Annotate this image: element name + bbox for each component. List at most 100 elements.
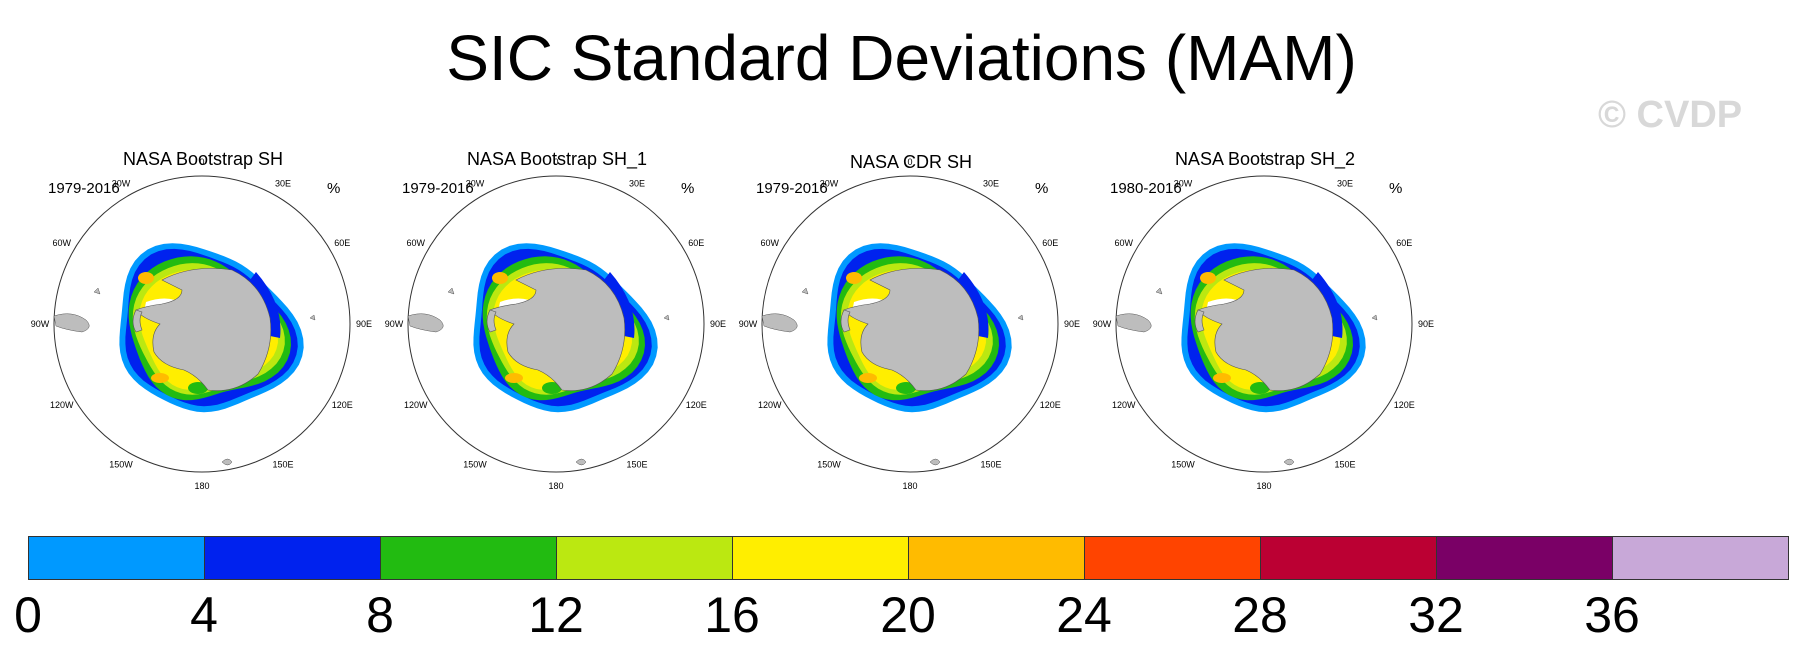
south-america-land (53, 313, 90, 333)
panel-title: NASA Bootstrap SH_1 (466, 149, 648, 169)
longitude-label: 60E (1396, 238, 1412, 248)
new-zealand-land (1283, 458, 1295, 466)
falkland-islands (447, 287, 455, 295)
longitude-label: 90W (31, 319, 50, 329)
polar-map: 0 30E 60E 90E 120E 150E 180 150W 120W 90W 60W 30W (739, 157, 1080, 491)
colorbar-box (732, 536, 909, 580)
falkland-islands (801, 287, 809, 295)
antarctic-peninsula (840, 309, 851, 333)
colorbar-box (556, 536, 733, 580)
longitude-label: 60W (1114, 238, 1133, 248)
longitude-label: 150W (1171, 459, 1195, 469)
longitude-label: 120E (686, 400, 707, 410)
longitude-label: 90W (1093, 319, 1112, 329)
copyright-watermark: © CVDP (1598, 94, 1743, 136)
longitude-label: 150W (109, 459, 133, 469)
sea-ice-patch-weddell (846, 272, 862, 284)
longitude-label: 90W (739, 319, 758, 329)
longitude-label: 30E (629, 179, 645, 189)
longitude-label: 60W (52, 238, 71, 248)
new-zealand-land (575, 458, 587, 466)
south-america-land (407, 313, 444, 333)
figure-title: SIC Standard Deviations (MAM) (446, 22, 1357, 94)
longitude-label: 120E (1040, 400, 1061, 410)
colorbar-box (1260, 536, 1437, 580)
longitude-label: 0 (553, 157, 558, 167)
kerguelen-island (663, 314, 670, 321)
longitude-label: 60E (334, 238, 350, 248)
longitude-label: 150E (980, 459, 1001, 469)
panel-title: NASA CDR SH (849, 152, 973, 172)
longitude-label: 90E (1418, 319, 1434, 329)
panel-period: 1979-2016 (48, 180, 120, 197)
sea-ice-patch-green (188, 382, 208, 394)
colorbar-tick-label: 0 (14, 587, 42, 643)
colorbar-box (1084, 536, 1261, 580)
longitude-label: 0 (907, 157, 912, 167)
panel-period: 1979-2016 (402, 180, 474, 197)
panel-units: % (1389, 180, 1403, 197)
new-zealand-land (221, 458, 233, 466)
antarctic-peninsula (132, 309, 143, 333)
colorbar-tick-label: 28 (1232, 587, 1288, 643)
sea-ice-patch-green (542, 382, 562, 394)
longitude-label: 90E (356, 319, 372, 329)
longitude-label: 60W (406, 238, 425, 248)
sea-ice-patch-weddell (1200, 272, 1216, 284)
map-panel: 0 30E 60E 90E 120E 150E 180 150W 120W 90W 60W 30W NA… (1088, 140, 1442, 510)
sea-ice-band-east (1312, 272, 1343, 338)
longitude-label: 150E (272, 459, 293, 469)
longitude-label: 90W (385, 319, 404, 329)
south-america-land (761, 313, 798, 333)
sea-ice-patch-weddell (138, 272, 154, 284)
panel-period: 1979-2016 (756, 180, 828, 197)
colorbar-tick-label: 4 (190, 587, 218, 643)
longitude-label: 180 (1256, 481, 1271, 491)
south-america-land (1115, 313, 1152, 333)
kerguelen-island (1371, 314, 1378, 321)
polar-map: 0 30E 60E 90E 120E 150E 180 150W 120W 90W 60W 30W (385, 157, 726, 491)
polar-map: 0 30E 60E 90E 120E 150E 180 150W 120W 90W 60W 30W (31, 157, 372, 491)
colorbar-box (28, 536, 205, 580)
longitude-label: 0 (199, 157, 204, 167)
sea-ice-band-east (250, 272, 281, 338)
map-panel: 0 30E 60E 90E 120E 150E 180 150W 120W 90W 60W 30W NA… (26, 140, 380, 510)
longitude-label: 150E (1334, 459, 1355, 469)
longitude-label: 120W (50, 400, 74, 410)
colorbar-tick-label: 24 (1056, 587, 1112, 643)
longitude-label: 30E (1337, 179, 1353, 189)
sea-ice-patch-green (896, 382, 916, 394)
sea-ice-band-east (958, 272, 989, 338)
sea-ice-patch-ross (1213, 373, 1231, 383)
colorbar-box (908, 536, 1085, 580)
longitude-label: 120E (1394, 400, 1415, 410)
sea-ice-band-east (604, 272, 635, 338)
longitude-label: 150W (463, 459, 487, 469)
longitude-label: 120W (1112, 400, 1136, 410)
longitude-label: 30W (1174, 179, 1193, 189)
panel-units: % (1035, 180, 1049, 197)
longitude-label: 180 (548, 481, 563, 491)
colorbar-tick-label: 20 (880, 587, 936, 643)
panel-units: % (327, 180, 341, 197)
new-zealand-land (929, 458, 941, 466)
colorbar-tick-label: 36 (1584, 587, 1640, 643)
sea-ice-patch-ross (505, 373, 523, 383)
antarctica-land (489, 268, 626, 391)
longitude-label: 120W (758, 400, 782, 410)
antarctic-peninsula (486, 309, 497, 333)
longitude-label: 120E (332, 400, 353, 410)
sea-ice-patch-green (1250, 382, 1270, 394)
panel-period: 1980-2016 (1110, 180, 1182, 197)
sea-ice-patch-ross (859, 373, 877, 383)
map-panel: 0 30E 60E 90E 120E 150E 180 150W 120W 90W 60W 30W NA… (380, 140, 734, 510)
longitude-label: 30W (820, 179, 839, 189)
longitude-label: 120W (404, 400, 428, 410)
antarctic-peninsula (1194, 309, 1205, 333)
colorbar-box (204, 536, 381, 580)
colorbar-box (1436, 536, 1613, 580)
antarctica-land (1197, 268, 1334, 391)
colorbar-box (380, 536, 557, 580)
longitude-label: 60W (760, 238, 779, 248)
longitude-label: 90E (710, 319, 726, 329)
